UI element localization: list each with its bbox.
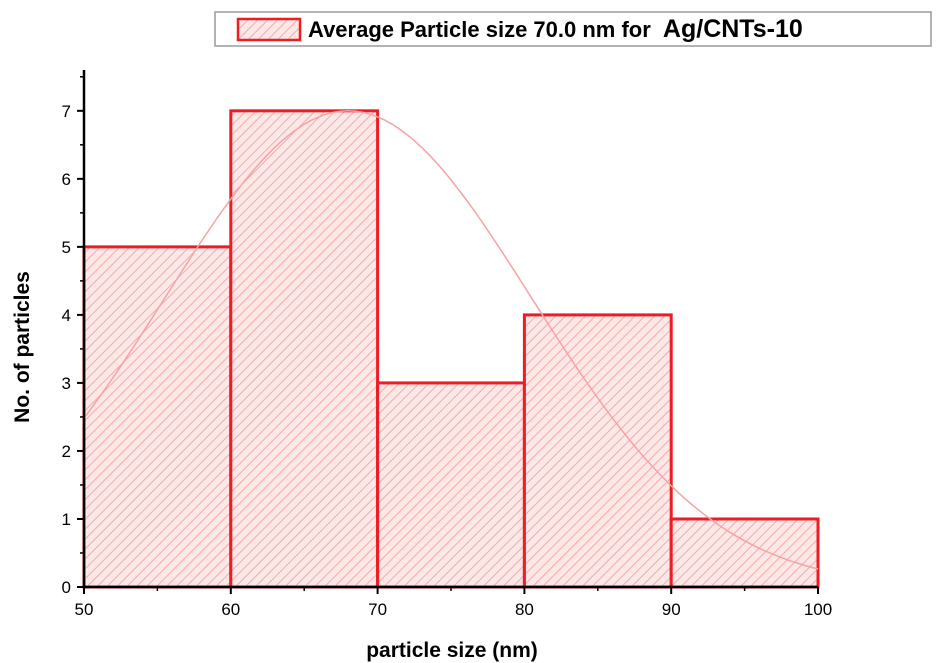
histogram-bar-60-70	[229, 109, 380, 589]
legend: Average Particle size 70.0 nm for Ag/CNT…	[214, 11, 932, 47]
x-tick-label-60: 60	[221, 600, 240, 619]
legend-box	[214, 11, 932, 47]
bars-layer	[82, 109, 820, 589]
x-tick-label-70: 70	[368, 600, 387, 619]
x-tick-label-50: 50	[75, 600, 94, 619]
histogram-bar-50-60	[82, 245, 233, 589]
legend-label: Average Particle size 70.0 nm for Ag/CNT…	[308, 15, 803, 43]
axes-layer: 50 60 70 80 90 100 0 1 2 3 4 5 6 7	[62, 70, 832, 619]
histogram-bar-70-80	[376, 381, 526, 589]
y-tick-label-4: 4	[62, 306, 71, 325]
histogram-bar-90-100	[669, 517, 820, 589]
y-tick-label-6: 6	[62, 170, 71, 189]
x-tick-label-90: 90	[662, 600, 681, 619]
gaussian-fit-curve	[83, 110, 819, 570]
x-tick-label-80: 80	[515, 600, 534, 619]
y-tick-label-5: 5	[62, 238, 71, 257]
x-axis-title: particle size (nm)	[366, 639, 538, 662]
y-axis-title: No. of particles	[11, 271, 34, 423]
histogram-bar-80-90	[522, 313, 673, 589]
y-tick-label-0: 0	[62, 578, 71, 597]
y-tick-label-2: 2	[62, 442, 71, 461]
x-tick-label-100: 100	[804, 600, 832, 619]
legend-swatch	[236, 17, 302, 42]
y-tick-label-3: 3	[62, 374, 71, 393]
y-tick-label-1: 1	[62, 510, 71, 529]
y-tick-label-7: 7	[62, 102, 71, 121]
